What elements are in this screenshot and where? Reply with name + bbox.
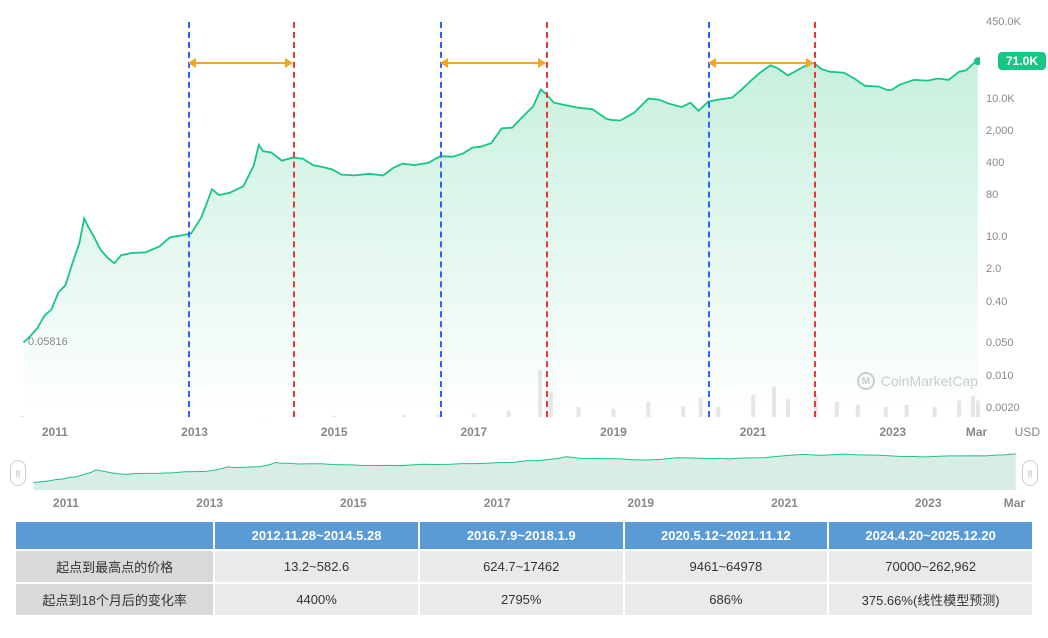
table-header-blank bbox=[15, 521, 214, 550]
x-tick-label: 2021 bbox=[740, 425, 767, 439]
first-price-label: 0.05816 bbox=[28, 336, 68, 348]
x-tick-label: 2023 bbox=[879, 425, 906, 439]
x-axis: 2011201320152017201920212023Mar bbox=[20, 417, 980, 445]
mini-x-tick-label: 2011 bbox=[53, 496, 79, 510]
y-tick-label: 450.0K bbox=[986, 16, 1046, 28]
table-cell: 624.7~17462 bbox=[419, 550, 624, 583]
y-tick-label: 10.0K bbox=[986, 93, 1046, 105]
cycle-span-arrow bbox=[194, 62, 287, 64]
y-tick-label: 80 bbox=[986, 189, 1046, 201]
cycle-marker-line bbox=[440, 22, 442, 417]
x-tick-label: 2019 bbox=[600, 425, 627, 439]
y-tick-label: 0.40 bbox=[986, 296, 1046, 308]
mini-x-tick-label: 2015 bbox=[340, 496, 367, 510]
x-tick-label: 2017 bbox=[460, 425, 487, 439]
mini-x-tick-label: 2013 bbox=[196, 496, 223, 510]
mini-x-tick-label: 2019 bbox=[627, 496, 654, 510]
y-axis-right: 450.0K10.0K2,0004008010.02.00.400.0500.0… bbox=[986, 20, 1046, 420]
table-cell: 4400% bbox=[214, 583, 419, 616]
mini-price-svg bbox=[30, 450, 1018, 490]
watermark-text: CoinMarketCap bbox=[881, 373, 978, 389]
table-cell: 375.66%(线性模型预测) bbox=[828, 583, 1033, 616]
table-header-cell: 2012.11.28~2014.5.28 bbox=[214, 521, 419, 550]
range-selector[interactable]: || || 2011 2013 2015 2017 2019 2021 2023 Mar bbox=[10, 450, 1038, 510]
table-cell: 9461~64978 bbox=[624, 550, 829, 583]
table-header-cell: 2020.5.12~2021.11.12 bbox=[624, 521, 829, 550]
range-handle-left[interactable]: || bbox=[10, 460, 26, 486]
cycle-marker-line bbox=[708, 22, 710, 417]
table-row-head: 起点到18个月后的变化率 bbox=[15, 583, 214, 616]
mini-x-tick-label: 2023 bbox=[915, 496, 942, 510]
x-tick-label: 2011 bbox=[42, 425, 68, 439]
table-cell: 2795% bbox=[419, 583, 624, 616]
y-tick-label: 0.050 bbox=[986, 337, 1046, 349]
mini-x-axis: 2011201320152017201920212023Mar bbox=[30, 492, 1018, 510]
cycle-span-arrow bbox=[714, 62, 807, 64]
mini-plot[interactable] bbox=[30, 450, 1018, 490]
y-tick-label: 2,000 bbox=[986, 125, 1046, 137]
x-tick-label: 2015 bbox=[321, 425, 348, 439]
table-body: 起点到最高点的价格13.2~582.6624.7~174629461~64978… bbox=[15, 550, 1033, 616]
x-tick-label: Mar bbox=[966, 425, 987, 439]
cycles-table: 2012.11.28~2014.5.282016.7.9~2018.1.9202… bbox=[14, 520, 1034, 617]
volume-bars-svg bbox=[20, 22, 980, 417]
table-header-cell: 2024.4.20~2025.12.20 bbox=[828, 521, 1033, 550]
y-tick-label: 0.010 bbox=[986, 370, 1046, 382]
main-chart: 0.05816 450.0K 10.0K 2,000 400 80 10.0 2.0 0.40… bbox=[0, 0, 1048, 445]
mini-x-tick-label: Mar bbox=[1004, 496, 1025, 510]
mini-x-tick-label: 2017 bbox=[484, 496, 511, 510]
table-row: 起点到最高点的价格13.2~582.6624.7~174629461~64978… bbox=[15, 550, 1033, 583]
table-header-row: 2012.11.28~2014.5.282016.7.9~2018.1.9202… bbox=[15, 521, 1033, 550]
cycle-marker-line bbox=[188, 22, 190, 417]
current-price-badge: 71.0K bbox=[998, 52, 1046, 70]
y-tick-label: 10.0 bbox=[986, 231, 1046, 243]
mini-x-tick-label: 2021 bbox=[771, 496, 798, 510]
table-cell: 686% bbox=[624, 583, 829, 616]
watermark-icon: M bbox=[857, 372, 875, 390]
cycle-marker-line bbox=[814, 22, 816, 417]
y-tick-label: 400 bbox=[986, 157, 1046, 169]
table-header-cell: 2016.7.9~2018.1.9 bbox=[419, 521, 624, 550]
watermark: M CoinMarketCap bbox=[857, 372, 978, 390]
table-cell: 13.2~582.6 bbox=[214, 550, 419, 583]
range-handle-right[interactable]: || bbox=[1022, 460, 1038, 486]
currency-label: USD bbox=[1015, 425, 1040, 439]
table-row-head: 起点到最高点的价格 bbox=[15, 550, 214, 583]
x-tick-label: 2013 bbox=[181, 425, 208, 439]
cycle-marker-line bbox=[293, 22, 295, 417]
cycle-span-arrow bbox=[446, 62, 539, 64]
y-tick-label: 2.0 bbox=[986, 263, 1046, 275]
table-row: 起点到18个月后的变化率4400%2795%686%375.66%(线性模型预测… bbox=[15, 583, 1033, 616]
chart-plot-area[interactable] bbox=[20, 22, 980, 417]
y-tick-label: 0.0020 bbox=[986, 402, 1046, 414]
cycle-marker-line bbox=[546, 22, 548, 417]
table-cell: 70000~262,962 bbox=[828, 550, 1033, 583]
